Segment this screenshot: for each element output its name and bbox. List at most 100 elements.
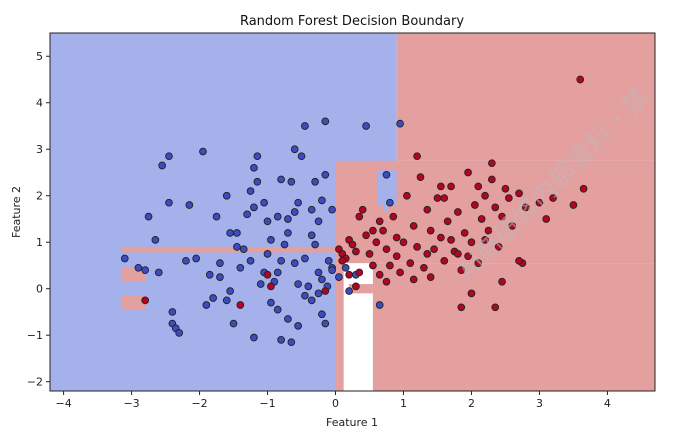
y-tick-label: −1 [27,329,43,342]
data-point-class-1 [454,249,462,258]
data-point-class-0 [318,310,326,319]
data-point-class-0 [318,196,326,205]
data-point-class-0 [294,198,302,207]
data-point-class-0 [301,254,309,263]
data-point-class-0 [314,289,323,298]
decision-region-class-1 [396,33,655,161]
decision-region-class-1 [335,263,344,391]
data-point-class-1 [348,240,357,249]
data-point-class-0 [307,231,316,240]
data-point-class-0 [222,296,231,305]
y-tick-label: 2 [36,190,43,203]
data-point-class-1 [542,215,551,223]
x-tick-label: −1 [259,397,275,410]
data-point-class-0 [263,249,272,258]
data-point-class-1 [355,212,364,221]
data-point-class-0 [277,336,285,344]
data-point-class-0 [250,333,258,342]
data-point-class-1 [386,261,394,270]
data-point-class-0 [375,301,384,309]
x-tick-label: 1 [400,397,407,410]
data-point-class-0 [158,161,167,170]
data-point-class-1 [549,194,557,202]
data-point-class-0 [253,152,262,161]
data-point-class-0 [144,212,153,221]
data-point-class-0 [287,338,296,347]
data-point-class-0 [273,305,282,314]
data-point-class-0 [396,119,404,128]
data-point-class-0 [151,236,160,244]
data-point-class-1 [416,173,425,181]
data-point-class-1 [491,303,500,312]
decision-region-class-0 [50,33,336,391]
data-point-class-0 [263,217,272,226]
data-point-class-1 [369,226,377,235]
data-point-class-0 [284,315,292,323]
data-point-class-1 [494,243,503,251]
x-tick-label: 4 [604,397,611,410]
data-point-class-0 [209,294,217,302]
data-point-class-1 [358,205,367,214]
data-point-class-0 [165,198,173,207]
x-tick-label: −3 [123,397,139,410]
data-point-class-1 [440,194,449,202]
data-point-class-0 [185,201,194,209]
data-point-class-1 [488,175,496,184]
data-point-class-0 [287,177,296,186]
data-point-class-0 [233,243,241,251]
data-point-class-1 [447,182,455,191]
data-point-class-0 [290,208,299,216]
data-point-class-0 [277,175,285,184]
data-point-class-0 [202,301,211,309]
data-point-class-1 [433,194,442,202]
data-point-class-0 [345,287,353,295]
data-point-class-1 [379,226,387,235]
data-point-class-0 [280,240,289,249]
x-axis-label: Feature 1 [326,416,378,429]
data-point-class-0 [246,187,255,195]
data-point-class-1 [396,268,404,277]
data-point-class-1 [481,191,489,200]
data-point-class-0 [277,256,285,265]
data-point-class-1 [457,303,466,312]
data-point-class-1 [437,233,445,242]
x-tick-label: 2 [468,397,475,410]
decision-region-class-1 [121,295,146,310]
data-point-class-0 [301,291,309,300]
data-point-class-1 [504,194,513,202]
data-point-class-1 [457,266,466,274]
y-axis-label: Feature 2 [10,186,23,238]
y-tick-label: 4 [36,97,43,110]
data-point-class-0 [229,319,238,328]
y-tick-label: 5 [36,50,43,63]
y-tick-label: 1 [36,236,43,249]
data-point-class-0 [335,273,343,281]
data-point-class-1 [423,249,432,258]
data-point-class-0 [267,236,275,244]
data-point-class-1 [440,256,449,265]
data-point-class-0 [168,308,177,316]
data-point-class-1 [447,236,455,244]
data-point-class-0 [284,229,292,237]
data-point-class-0 [239,245,248,254]
data-point-class-1 [382,277,391,286]
data-point-class-0 [324,256,333,265]
data-point-class-1 [467,289,476,298]
axes: −4 −3 −2 −1 0 1 2 3 4 −2 −1 0 1 2 3 4 5 [27,32,656,410]
data-point-class-1 [443,217,452,226]
data-point-class-0 [216,259,224,267]
data-point-class-0 [284,215,292,223]
data-point-class-0 [307,205,316,214]
data-point-class-1 [467,238,476,247]
data-point-class-0 [120,254,129,263]
data-point-class-1 [464,252,472,261]
data-point-class-0 [243,210,251,219]
data-point-class-0 [321,319,330,328]
data-point-class-0 [301,122,309,130]
y-tick-label: 0 [36,283,43,296]
data-point-class-0 [297,152,306,161]
data-point-class-1 [460,229,469,237]
data-point-class-1 [352,247,360,256]
data-point-class-0 [314,268,323,277]
data-point-class-0 [307,296,316,305]
